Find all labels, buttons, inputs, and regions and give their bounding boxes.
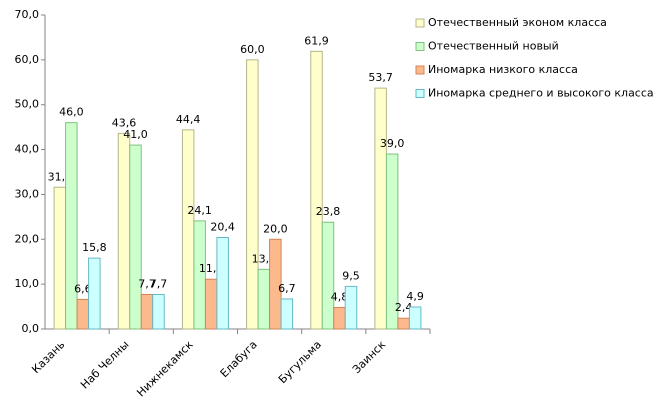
y-tick-label: 70,0 <box>15 8 40 21</box>
value-label: 20,4 <box>210 220 235 233</box>
legend-label: Иномарка среднего и высокого класса <box>428 87 654 100</box>
y-tick-label: 40,0 <box>15 143 40 156</box>
bar <box>140 293 154 330</box>
bar <box>129 144 142 330</box>
legend-swatch <box>415 89 425 98</box>
x-tick-label: Заинск <box>350 338 388 376</box>
legend-label: Иномарка низкого класса <box>428 63 578 76</box>
bar <box>397 317 410 330</box>
y-tick-label: 30,0 <box>15 187 40 200</box>
x-tick-label: Елабуга <box>218 338 260 380</box>
y-tick-label: 50,0 <box>15 98 40 111</box>
value-label: 23,8 <box>316 205 341 218</box>
value-label: 6,6 <box>74 282 92 295</box>
value-label: 20,0 <box>263 222 288 235</box>
bar <box>344 285 358 330</box>
bar <box>216 236 229 330</box>
x-tick-label: Наб Челны <box>78 338 131 391</box>
value-label: 61,9 <box>304 34 329 47</box>
bar <box>117 132 131 330</box>
value-label: 53,7 <box>368 71 393 84</box>
value-label: 24,1 <box>187 204 212 217</box>
y-tick-label: 60,0 <box>15 53 40 66</box>
bar <box>65 122 78 330</box>
y-tick-label: 0,0 <box>22 322 40 335</box>
legend-label: Отечественный новый <box>428 40 559 53</box>
bar <box>333 306 346 330</box>
bar <box>181 129 195 330</box>
value-label: 46,0 <box>59 106 84 119</box>
bar <box>257 268 271 330</box>
bar <box>246 59 259 330</box>
y-tick-label: 10,0 <box>15 277 40 290</box>
value-label: 43,6 <box>112 116 137 129</box>
x-tick-label: Нижнекамск <box>134 338 196 400</box>
value-label: 2,4 <box>395 301 413 314</box>
bar <box>193 220 206 330</box>
legend-swatch <box>415 65 425 75</box>
bar <box>269 238 282 330</box>
value-label: 6,7 <box>278 282 296 295</box>
legend-label: Отечественный эконом класса <box>428 16 607 29</box>
value-label: 39,0 <box>380 137 405 150</box>
legend-swatch <box>415 42 425 51</box>
bar <box>374 87 387 330</box>
bar <box>88 257 101 330</box>
bar <box>204 278 218 330</box>
bar <box>408 306 422 330</box>
value-label: 41,0 <box>123 128 148 141</box>
value-label: 15,8 <box>82 241 107 254</box>
value-label: 4,9 <box>406 290 424 303</box>
legend-swatch <box>415 18 425 28</box>
value-label: 44,4 <box>176 113 201 126</box>
bar <box>76 298 90 330</box>
x-tick-label: Казань <box>29 338 67 376</box>
bar <box>152 293 165 330</box>
value-label: 9,5 <box>342 269 360 282</box>
bar <box>321 221 335 330</box>
bar <box>310 50 323 330</box>
value-label: 60,0 <box>240 43 265 56</box>
value-label: 7,7 <box>150 277 168 290</box>
bar <box>53 186 67 330</box>
x-tick-label: Бугульма <box>276 338 324 386</box>
value-label: 7,7 <box>138 277 156 290</box>
bar <box>280 298 294 330</box>
value-label: 4,8 <box>331 290 349 303</box>
y-tick-label: 20,0 <box>15 232 40 245</box>
bar <box>385 153 399 330</box>
